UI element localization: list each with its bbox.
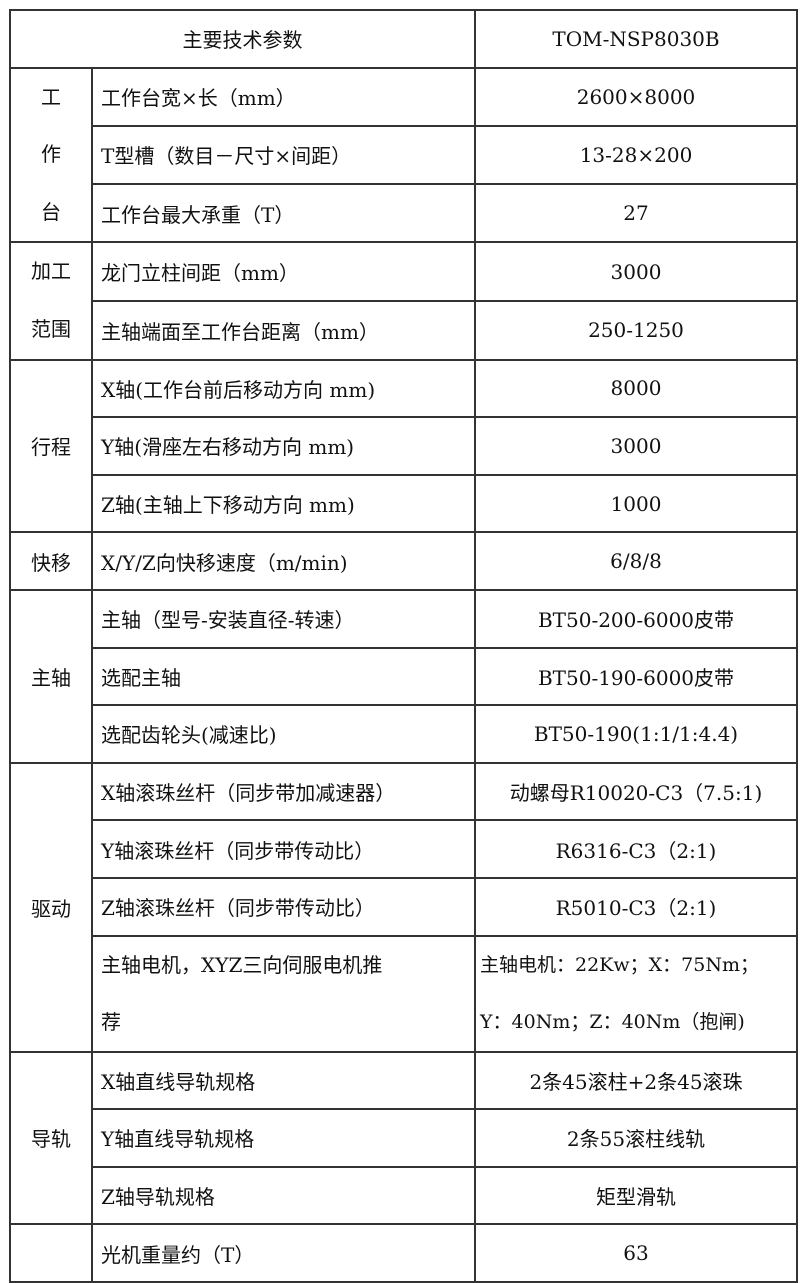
param-cell: 主轴端面至工作台距离（mm）	[91, 299, 476, 361]
param-cell: Y轴直线导轨规格	[91, 1108, 476, 1168]
value-cell: R5010-C3（2:1)	[474, 876, 798, 937]
param-cell: 工作台最大承重（T）	[91, 183, 476, 244]
group-label-workbench: 工 作 台	[9, 66, 93, 244]
value-cell: 8000	[474, 358, 798, 419]
group-char: 作	[41, 142, 61, 167]
group-name: 加工范围	[31, 259, 71, 341]
param-cell: Z轴滚珠丝杆（同步带传动比）	[91, 876, 476, 937]
value-cell: 3000	[474, 416, 798, 476]
spec-table: 主要技术参数 TOM-NSP8030B 工 作 台 工作台宽×长（mm） 260…	[9, 9, 798, 1283]
param-cell: T型槽（数目－尺寸×间距）	[91, 124, 476, 186]
param-line: 主轴电机，XYZ三向伺服电机推	[101, 952, 383, 977]
value-cell: 63	[474, 1223, 798, 1283]
table-row: 主轴电机，XYZ三向伺服电机推 荐 主轴电机：22Kw；X：75Nm； Y：40…	[10, 934, 798, 1053]
value-line: 主轴电机：22Kw；X：75Nm；	[480, 953, 759, 976]
value-cell: 1000	[474, 473, 798, 534]
value-cell: 2条55滚柱线轨	[474, 1108, 798, 1168]
param-cell: 龙门立柱间距（mm）	[91, 241, 476, 302]
value-cell: 13-28×200	[474, 124, 798, 186]
table-row: 导轨 X轴直线导轨规格 2条45滚柱+2条45滚珠	[9, 1050, 798, 1226]
table-row: Y轴(滑座左右移动方向 mm) 3000	[10, 416, 798, 476]
value-cell: 2条45滚柱+2条45滚珠	[474, 1050, 798, 1111]
table-row: Y轴直线导轨规格 2条55滚柱线轨	[10, 1108, 798, 1168]
value-cell: BT50-200-6000皮带	[474, 588, 798, 649]
header-label: 主要技术参数	[9, 9, 476, 69]
value-cell: R6316-C3（2:1)	[474, 819, 798, 879]
param-cell: X/Y/Z向快移速度（m/min)	[91, 531, 476, 591]
group-label-empty	[9, 1223, 93, 1283]
table-row: 选配齿轮头(减速比) BT50-190(1:1/1:4.4)	[10, 704, 798, 764]
param-cell: X轴(工作台前后移动方向 mm)	[91, 358, 476, 419]
group-label-travel: 行程	[9, 358, 93, 534]
value-cell: BT50-190-6000皮带	[474, 646, 798, 707]
group-char: 工	[41, 84, 61, 109]
value-cell: 2600×8000	[474, 66, 798, 127]
header-model: TOM-NSP8030B	[474, 9, 798, 69]
group-label-range: 加工范围	[9, 241, 93, 361]
table-row: Z轴(主轴上下移动方向 mm) 1000	[10, 473, 798, 534]
param-cell: X轴滚珠丝杆（同步带加减速器）	[91, 761, 476, 822]
param-cell: 主轴（型号-安装直径-转速）	[91, 588, 476, 649]
param-cell: Z轴导轨规格	[91, 1165, 476, 1226]
group-label-spindle: 主轴	[9, 588, 93, 764]
param-cell: 工作台宽×长（mm）	[91, 66, 476, 127]
table-row: 行程 X轴(工作台前后移动方向 mm) 8000	[9, 358, 798, 534]
table-row: Z轴滚珠丝杆（同步带传动比） R5010-C3（2:1)	[10, 876, 798, 937]
param-cell: 光机重量约（T）	[91, 1223, 476, 1283]
value-cell: 6/8/8	[474, 531, 798, 591]
table-row: 光机重量约（T） 63	[9, 1223, 798, 1283]
group-label-rapid: 快移	[9, 531, 93, 591]
group-label-drive: 驱动	[9, 761, 93, 1053]
value-line: Y：40Nm；Z：40Nm（抱闸)	[480, 1010, 745, 1033]
table-row: 加工范围 龙门立柱间距（mm） 3000	[9, 241, 798, 361]
header-row: 主要技术参数 TOM-NSP8030B	[9, 9, 798, 69]
table-row: 主轴端面至工作台距离（mm） 250-1250	[10, 299, 798, 361]
param-cell: 选配齿轮头(减速比)	[91, 704, 476, 764]
table-row: Z轴导轨规格 矩型滑轨	[10, 1165, 798, 1226]
value-cell: 250-1250	[474, 299, 798, 361]
value-cell: 矩型滑轨	[474, 1165, 798, 1226]
table-row: 选配主轴 BT50-190-6000皮带	[10, 646, 798, 707]
table-row: 工作台最大承重（T） 27	[10, 183, 798, 244]
param-cell: Z轴(主轴上下移动方向 mm)	[91, 473, 476, 534]
table-row: Y轴滚珠丝杆（同步带传动比） R6316-C3（2:1)	[10, 819, 798, 879]
table-row: 快移 X/Y/Z向快移速度（m/min) 6/8/8	[9, 531, 798, 591]
value-cell: 主轴电机：22Kw；X：75Nm； Y：40Nm；Z：40Nm（抱闸)	[474, 934, 798, 1053]
table-row: T型槽（数目－尺寸×间距） 13-28×200	[10, 124, 798, 186]
param-line: 荐	[101, 1009, 121, 1034]
group-char: 台	[41, 199, 61, 224]
value-cell: 动螺母R10020-C3（7.5:1)	[474, 761, 798, 822]
table-row: 工 作 台 工作台宽×长（mm） 2600×8000	[9, 66, 798, 244]
param-cell: Y轴滚珠丝杆（同步带传动比）	[91, 819, 476, 879]
value-cell: 27	[474, 183, 798, 244]
value-cell: BT50-190(1:1/1:4.4)	[474, 704, 798, 764]
table-row: 主轴 主轴（型号-安装直径-转速） BT50-200-6000皮带	[9, 588, 798, 764]
param-cell: X轴直线导轨规格	[91, 1050, 476, 1111]
param-cell: 主轴电机，XYZ三向伺服电机推 荐	[91, 934, 476, 1053]
param-cell: 选配主轴	[91, 646, 476, 707]
group-label-guide: 导轨	[9, 1050, 93, 1226]
value-cell: 3000	[474, 241, 798, 302]
param-cell: Y轴(滑座左右移动方向 mm)	[91, 416, 476, 476]
table-row: 驱动 X轴滚珠丝杆（同步带加减速器） 动螺母R10020-C3（7.5:1)	[9, 761, 798, 1053]
